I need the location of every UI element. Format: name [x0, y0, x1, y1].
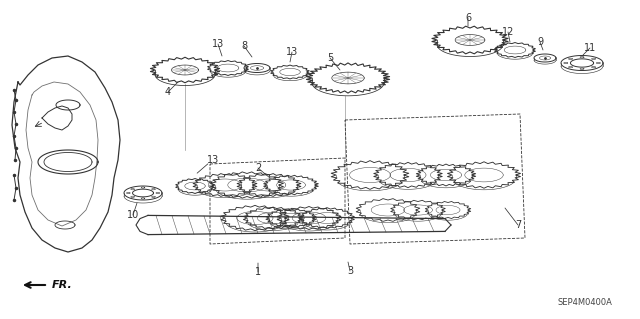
- Text: 13: 13: [286, 47, 298, 57]
- Text: 3: 3: [347, 266, 353, 276]
- Text: 1: 1: [255, 267, 261, 277]
- Text: 10: 10: [127, 210, 139, 220]
- Text: 13: 13: [212, 39, 224, 49]
- Text: FR.: FR.: [52, 280, 73, 290]
- Text: 12: 12: [502, 27, 514, 37]
- Text: SEP4M0400A: SEP4M0400A: [557, 298, 612, 307]
- Text: 11: 11: [584, 43, 596, 53]
- Text: 2: 2: [255, 163, 261, 173]
- Text: 5: 5: [327, 53, 333, 63]
- Text: 9: 9: [537, 37, 543, 47]
- Text: 8: 8: [241, 41, 247, 51]
- Text: 6: 6: [465, 13, 471, 23]
- Text: 13: 13: [207, 155, 219, 165]
- Text: 7: 7: [515, 220, 521, 230]
- Text: 4: 4: [165, 87, 171, 97]
